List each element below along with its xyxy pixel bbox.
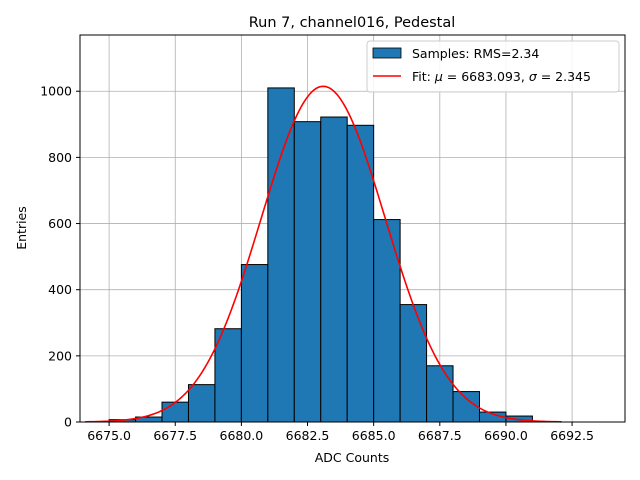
histogram-bar [187, 384, 216, 423]
histogram-bar [240, 264, 269, 423]
legend-box [366, 40, 620, 93]
x-axis-label: ADC Counts [315, 450, 390, 465]
y-tick-label: 600 [48, 216, 72, 231]
plot-frame [79, 34, 626, 423]
y-tick-label: 200 [48, 348, 72, 363]
x-tick-label: 6685.0 [352, 428, 396, 443]
fit-mu-value: = 6683.093, [443, 69, 529, 84]
chart-title: Run 7, channel016, Pedestal [249, 15, 456, 31]
histogram-bar [373, 219, 401, 423]
histogram-bar [161, 401, 189, 423]
legend: Samples: RMS=2.34 Fit: μ = 6683.093, σ =… [366, 40, 620, 93]
fit-sigma-symbol: σ [529, 69, 538, 84]
legend-label-samples: Samples: RMS=2.34 [412, 46, 539, 61]
fit-curve [85, 85, 562, 423]
fit-prefix: Fit: [412, 69, 435, 84]
y-tick-label: 1000 [40, 84, 72, 99]
y-axis: 0 200 400 600 800 1000 [40, 84, 80, 430]
histogram-bar [214, 328, 242, 423]
fit-mu-symbol: μ [434, 69, 443, 84]
x-tick-label: 6680.0 [220, 428, 264, 443]
legend-label-fit: Fit: μ = 6683.093, σ = 2.345 [412, 69, 591, 84]
histogram-bar [267, 87, 295, 423]
x-tick-label: 6687.5 [418, 428, 462, 443]
fit-sigma-value: = 2.345 [537, 69, 591, 84]
x-tick-label: 6692.5 [550, 428, 594, 443]
histogram-bar [399, 304, 428, 423]
legend-swatch-samples [372, 47, 402, 59]
y-tick-label: 0 [64, 415, 72, 430]
histogram-bar [426, 365, 454, 423]
x-tick-label: 6675.0 [87, 428, 131, 443]
bars [108, 87, 533, 423]
histogram-bar [320, 116, 348, 423]
y-tick-label: 800 [48, 150, 72, 165]
y-axis-label: Entries [14, 206, 29, 250]
histogram-bar [293, 121, 322, 423]
histogram-bar [452, 391, 480, 423]
y-tick-label: 400 [48, 282, 72, 297]
x-tick-label: 6690.0 [484, 428, 528, 443]
x-tick-label: 6677.5 [153, 428, 197, 443]
x-tick-label: 6682.5 [286, 428, 330, 443]
x-axis: 6675.0 6677.5 6680.0 6682.5 6685.0 6687.5 6690… [87, 422, 594, 443]
